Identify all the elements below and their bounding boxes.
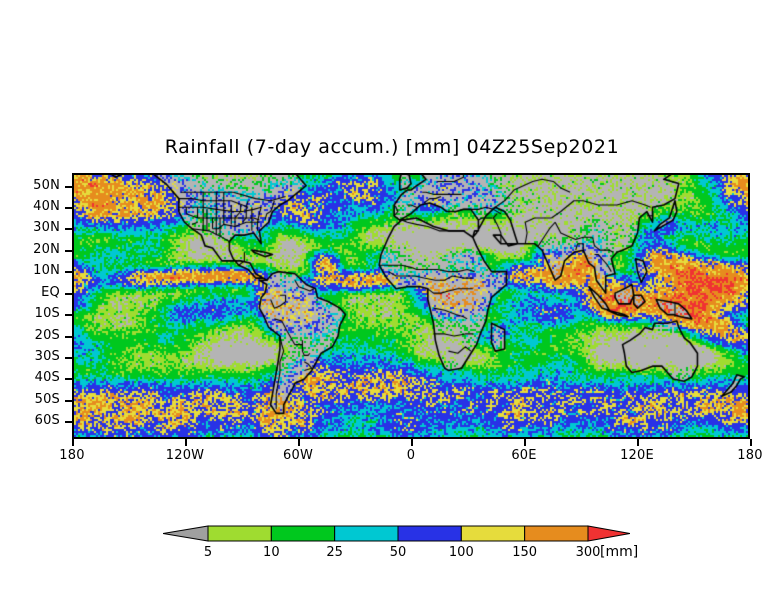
x-tick-180-0 bbox=[72, 439, 74, 446]
y-tick-label-40n: 40N bbox=[33, 199, 60, 214]
colorbar-tick-100: 100 bbox=[448, 545, 474, 560]
x-tick-60w-2 bbox=[298, 439, 300, 446]
y-tick-20n bbox=[65, 250, 72, 252]
y-tick-label-20n: 20N bbox=[33, 242, 60, 257]
x-tick-0-3 bbox=[411, 439, 413, 446]
y-tick-20s bbox=[65, 336, 72, 338]
x-tick-label-0-3: 0 bbox=[406, 448, 416, 463]
colorbar-tick-150: 150 bbox=[512, 545, 538, 560]
y-tick-label-50n: 50N bbox=[33, 178, 60, 193]
colorbar-swatch-orange bbox=[524, 525, 589, 542]
x-tick-label-180-0: 180 bbox=[59, 448, 85, 463]
page-title: Rainfall (7-day accum.) [mm] 04Z25Sep202… bbox=[164, 136, 620, 158]
colorbar-extend-low bbox=[163, 525, 209, 542]
y-tick-label-eq: EQ bbox=[41, 285, 60, 300]
y-tick-label-10n: 10N bbox=[33, 263, 60, 278]
y-tick-50n bbox=[65, 186, 72, 188]
y-tick-label-60s: 60S bbox=[34, 413, 60, 428]
y-tick-label-20s: 20S bbox=[34, 328, 60, 343]
colorbar-tick-5: 5 bbox=[203, 545, 213, 560]
y-tick-label-30n: 30N bbox=[33, 220, 60, 235]
y-tick-label-40s: 40S bbox=[34, 370, 60, 385]
x-tick-120e-5 bbox=[637, 439, 639, 446]
y-tick-50s bbox=[65, 400, 72, 402]
y-tick-60s bbox=[65, 421, 72, 423]
x-tick-label-180-6: 180 bbox=[737, 448, 763, 463]
x-tick-label-120w-1: 120W bbox=[165, 448, 205, 463]
x-tick-180-6 bbox=[750, 439, 752, 446]
x-tick-label-120e-5: 120E bbox=[620, 448, 654, 463]
colorbar-swatch-green bbox=[270, 525, 336, 542]
colorbar-extend-high bbox=[587, 525, 630, 542]
y-tick-40s bbox=[65, 378, 72, 380]
colorbar-swatch-cyan bbox=[334, 525, 399, 542]
y-tick-label-10s: 10S bbox=[34, 306, 60, 321]
rainfall-heatmap-canvas bbox=[74, 175, 748, 437]
colorbar bbox=[163, 524, 630, 543]
colorbar-swatches bbox=[163, 525, 630, 542]
y-tick-30s bbox=[65, 357, 72, 359]
x-tick-60e-4 bbox=[524, 439, 526, 446]
y-tick-label-50s: 50S bbox=[34, 392, 60, 407]
x-tick-label-60w-2: 60W bbox=[283, 448, 313, 463]
y-tick-label-30s: 30S bbox=[34, 349, 60, 364]
colorbar-tick-10: 10 bbox=[263, 545, 280, 560]
x-tick-label-60e-4: 60E bbox=[511, 448, 537, 463]
y-tick-eq bbox=[65, 293, 72, 295]
y-tick-40n bbox=[65, 207, 72, 209]
x-tick-120w-1 bbox=[185, 439, 187, 446]
colorbar-swatch-blue bbox=[397, 525, 462, 542]
colorbar-tick-25: 25 bbox=[326, 545, 343, 560]
colorbar-tick-300: 300 bbox=[575, 545, 601, 560]
y-tick-10n bbox=[65, 271, 72, 273]
y-tick-10s bbox=[65, 314, 72, 316]
colorbar-swatch-yellow bbox=[460, 525, 526, 542]
map-plot-area bbox=[72, 173, 750, 439]
colorbar-units-label: [mm] bbox=[600, 544, 639, 560]
colorbar-swatch-yellow-green bbox=[207, 525, 272, 542]
colorbar-tick-50: 50 bbox=[389, 545, 407, 560]
y-tick-30n bbox=[65, 228, 72, 230]
